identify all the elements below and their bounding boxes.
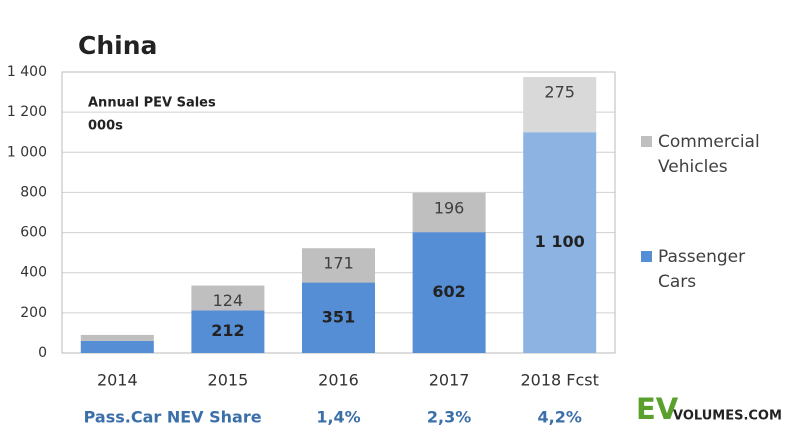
legend-swatch (641, 251, 652, 262)
y-tick-label: 0 (38, 345, 47, 361)
x-tick-label: 2016 (318, 371, 359, 390)
y-tick-label: 1 200 (7, 104, 47, 120)
share-value: 1,4% (316, 408, 360, 427)
y-tick-label: 600 (20, 225, 47, 241)
x-tick-label: 2017 (429, 371, 470, 390)
bar-segment (80, 340, 154, 353)
x-tick-label: 2014 (97, 371, 138, 390)
data-label: 602 (432, 282, 465, 301)
x-tick-label: 2018 Fcst (520, 371, 598, 390)
bar-segment (412, 232, 486, 353)
y-tick-label: 1 400 (7, 64, 47, 80)
bar-segment (412, 192, 486, 233)
legend-label: Commercial Vehicles (658, 132, 760, 177)
bar-segment (523, 77, 597, 133)
bar-segment (191, 285, 265, 311)
data-label: 124 (213, 291, 244, 310)
y-tick-label: 800 (20, 184, 47, 200)
bar-segment (523, 132, 597, 353)
data-label: 1 100 (535, 232, 585, 251)
data-label: 196 (434, 198, 465, 217)
data-label: 275 (544, 83, 575, 102)
data-label: 212 (211, 321, 244, 340)
bar-segment (302, 248, 375, 283)
y-tick-label: 1 000 (7, 144, 47, 160)
bar-segment (302, 282, 375, 353)
legend-swatch (641, 136, 652, 147)
logo-mark: EV (636, 392, 679, 426)
share-value: 2,3% (427, 408, 471, 427)
legend-label: Passenger Cars (658, 247, 746, 292)
annotation: 000s (88, 119, 123, 134)
share-label: Pass.Car NEV Share (84, 408, 262, 427)
x-tick-label: 2015 (208, 371, 249, 390)
chart-title: China (78, 31, 157, 60)
bar-segment (80, 334, 154, 341)
annotation: Annual PEV Sales (88, 96, 216, 111)
y-tick-label: 400 (20, 265, 47, 281)
data-label: 351 (322, 307, 355, 326)
share-value: 4,2% (538, 408, 582, 427)
logo-text: VOLUMES.COM (673, 409, 782, 424)
data-label: 171 (323, 254, 354, 273)
y-tick-label: 200 (20, 305, 47, 321)
bar-segment (191, 310, 265, 353)
